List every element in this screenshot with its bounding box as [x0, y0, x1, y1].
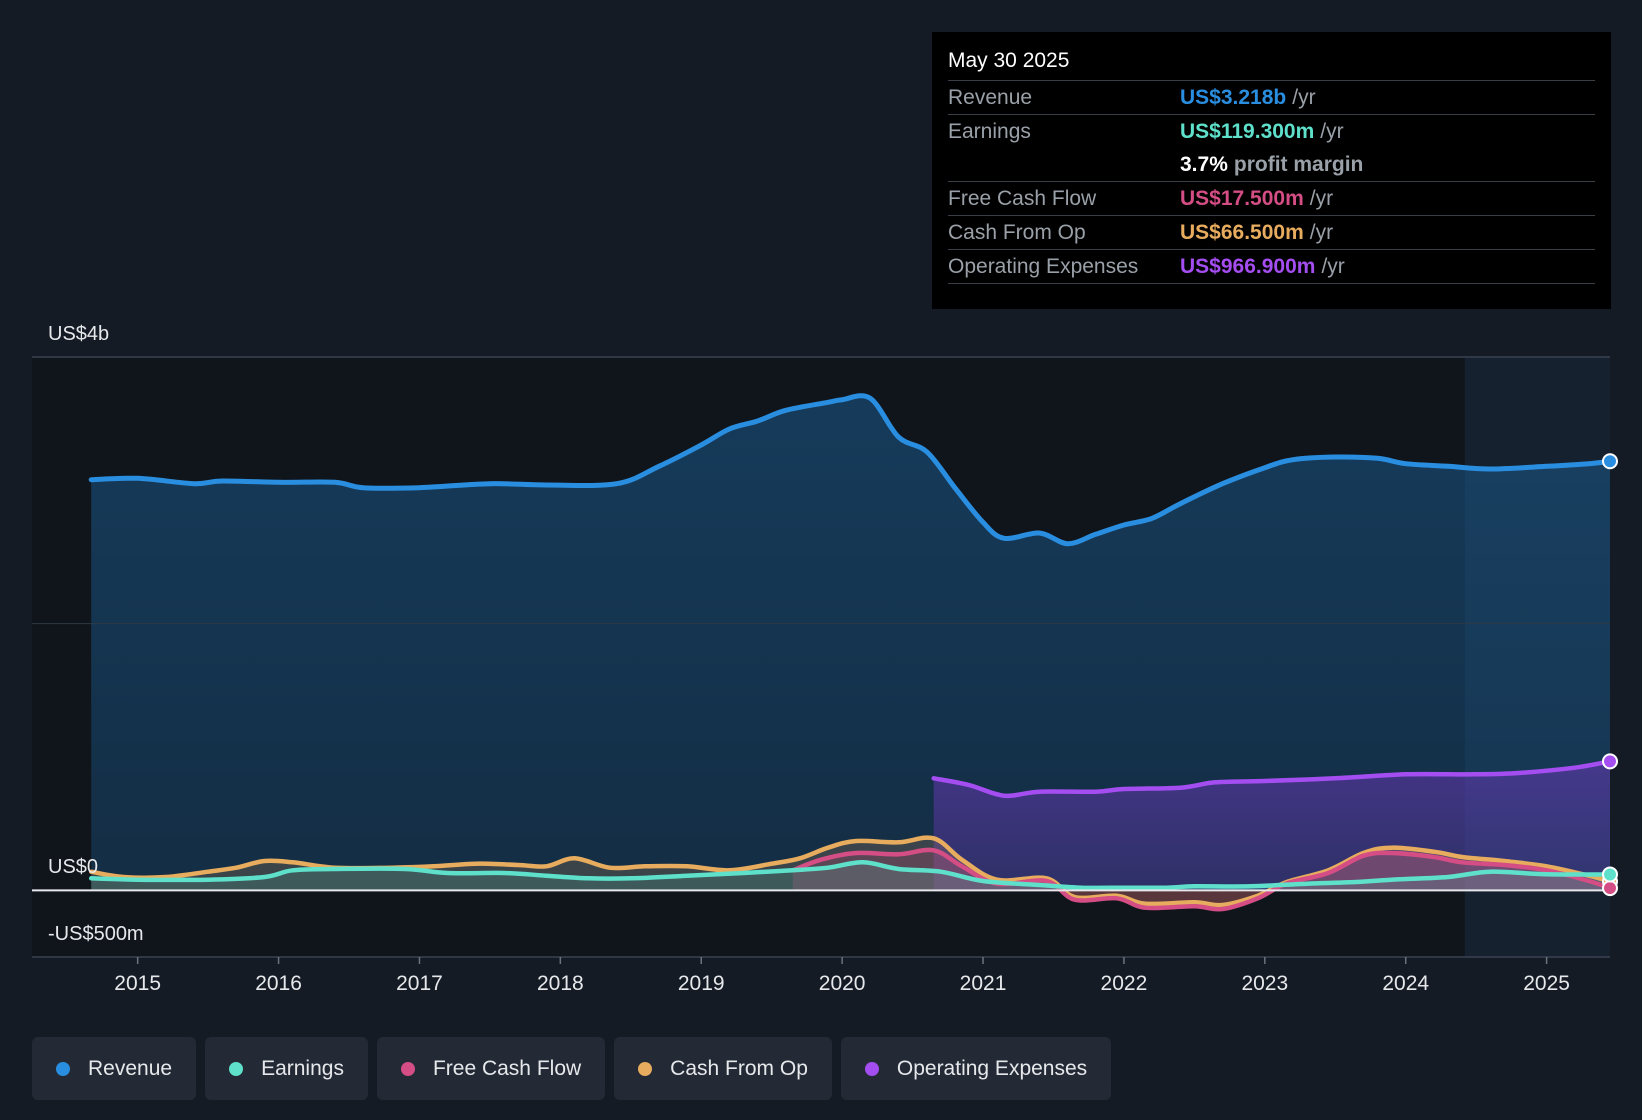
legend-item-revenue[interactable]: Revenue	[32, 1037, 197, 1100]
series-line-revenue	[88, 393, 1613, 547]
x-tick-label: 2023	[1241, 972, 1288, 995]
x-tick-label: 2019	[678, 972, 725, 995]
legend-dot-icon	[864, 1061, 879, 1076]
tooltip: May 30 2025 Revenue US$3.218b /yr Earnin…	[932, 32, 1611, 309]
tooltip-label: Free Cash Flow	[948, 187, 1097, 210]
tooltip-label: Revenue	[948, 86, 1033, 109]
tooltip-label	[948, 148, 1180, 181]
x-tick-label: 2020	[819, 972, 866, 995]
area-earnings	[91, 862, 1611, 891]
legend-label: Earnings	[261, 1056, 344, 1080]
x-tick-label: 2018	[537, 972, 584, 995]
legend-item-cash-from-op[interactable]: Cash From Op	[614, 1037, 832, 1100]
tooltip-value: US$66.500m	[1180, 221, 1304, 244]
tooltip-row-revenue: Revenue US$3.218b /yr	[948, 80, 1595, 114]
tooltip-value: US$119.300m	[1180, 120, 1315, 143]
legend-dot-icon	[56, 1061, 70, 1076]
legend: Revenue Earnings Free Cash Flow Cash Fro…	[32, 1037, 1120, 1100]
legend-label: Cash From Op	[670, 1056, 808, 1080]
tooltip-value: US$17.500m	[1180, 187, 1304, 210]
tooltip-unit: /yr	[1309, 221, 1334, 244]
tooltip-row-margin: 3.7% profit margin	[948, 148, 1595, 181]
series-line-free-cash-flow	[790, 847, 1613, 912]
legend-item-free-cash-flow[interactable]: Free Cash Flow	[376, 1037, 606, 1100]
tooltip-row-cfo: Cash From Op US$66.500m /yr	[948, 215, 1595, 249]
legend-dot-icon	[229, 1061, 244, 1076]
end-point-operating-expenses[interactable]	[1602, 753, 1618, 770]
tooltip-unit: /yr	[1321, 255, 1345, 278]
area-cash-from-op	[91, 837, 1611, 906]
tooltip-date: May 30 2025	[948, 49, 1070, 72]
x-tick-label: 2021	[960, 972, 1007, 995]
legend-item-earnings[interactable]: Earnings	[205, 1037, 368, 1100]
x-tick-label: 2015	[114, 972, 161, 995]
series-line-earnings	[88, 860, 1613, 891]
tooltip-value: US$966.900m	[1180, 255, 1316, 278]
tooltip-row-fcf: Free Cash Flow US$17.500m /yr	[948, 181, 1595, 215]
x-tick-label: 2017	[396, 972, 443, 995]
tooltip-row-opex: Operating Expenses US$966.900m /yr	[948, 249, 1595, 284]
legend-label: Free Cash Flow	[432, 1056, 582, 1080]
legend-item-operating-expenses[interactable]: Operating Expenses	[840, 1037, 1112, 1100]
area-revenue	[91, 395, 1611, 891]
x-tick-label: 2022	[1101, 972, 1148, 995]
tooltip-label: Cash From Op	[948, 221, 1086, 244]
tooltip-unit: /yr	[1320, 120, 1344, 143]
tooltip-row-earnings: Earnings US$119.300m /yr	[948, 114, 1595, 148]
legend-dot-icon	[400, 1061, 415, 1076]
x-tick-label: 2016	[255, 972, 302, 995]
series-line-operating-expenses	[931, 759, 1613, 799]
y-label-zero: US$0	[48, 856, 98, 878]
tooltip-unit: /yr	[1292, 86, 1316, 109]
legend-label: Operating Expenses	[896, 1056, 1088, 1080]
tooltip-value: 3.7%	[1180, 153, 1228, 176]
x-tick-label: 2024	[1382, 972, 1429, 995]
end-point-revenue[interactable]	[1602, 453, 1618, 470]
legend-label: Revenue	[88, 1056, 173, 1080]
tooltip-value: US$3.218b	[1180, 86, 1287, 109]
tooltip-label: Earnings	[948, 120, 1031, 143]
y-label-bottom: -US$500m	[48, 923, 144, 945]
area-free-cash-flow	[792, 849, 1610, 910]
end-point-free-cash-flow[interactable]	[1602, 880, 1618, 897]
tooltip-label: Operating Expenses	[948, 255, 1139, 278]
legend-dot-icon	[638, 1061, 653, 1076]
end-point-earnings[interactable]	[1602, 866, 1618, 883]
tooltip-unit: profit margin	[1233, 153, 1364, 176]
x-tick-label: 2025	[1523, 972, 1570, 995]
tooltip-unit: /yr	[1309, 187, 1334, 210]
y-label-top: US$4b	[48, 323, 109, 345]
